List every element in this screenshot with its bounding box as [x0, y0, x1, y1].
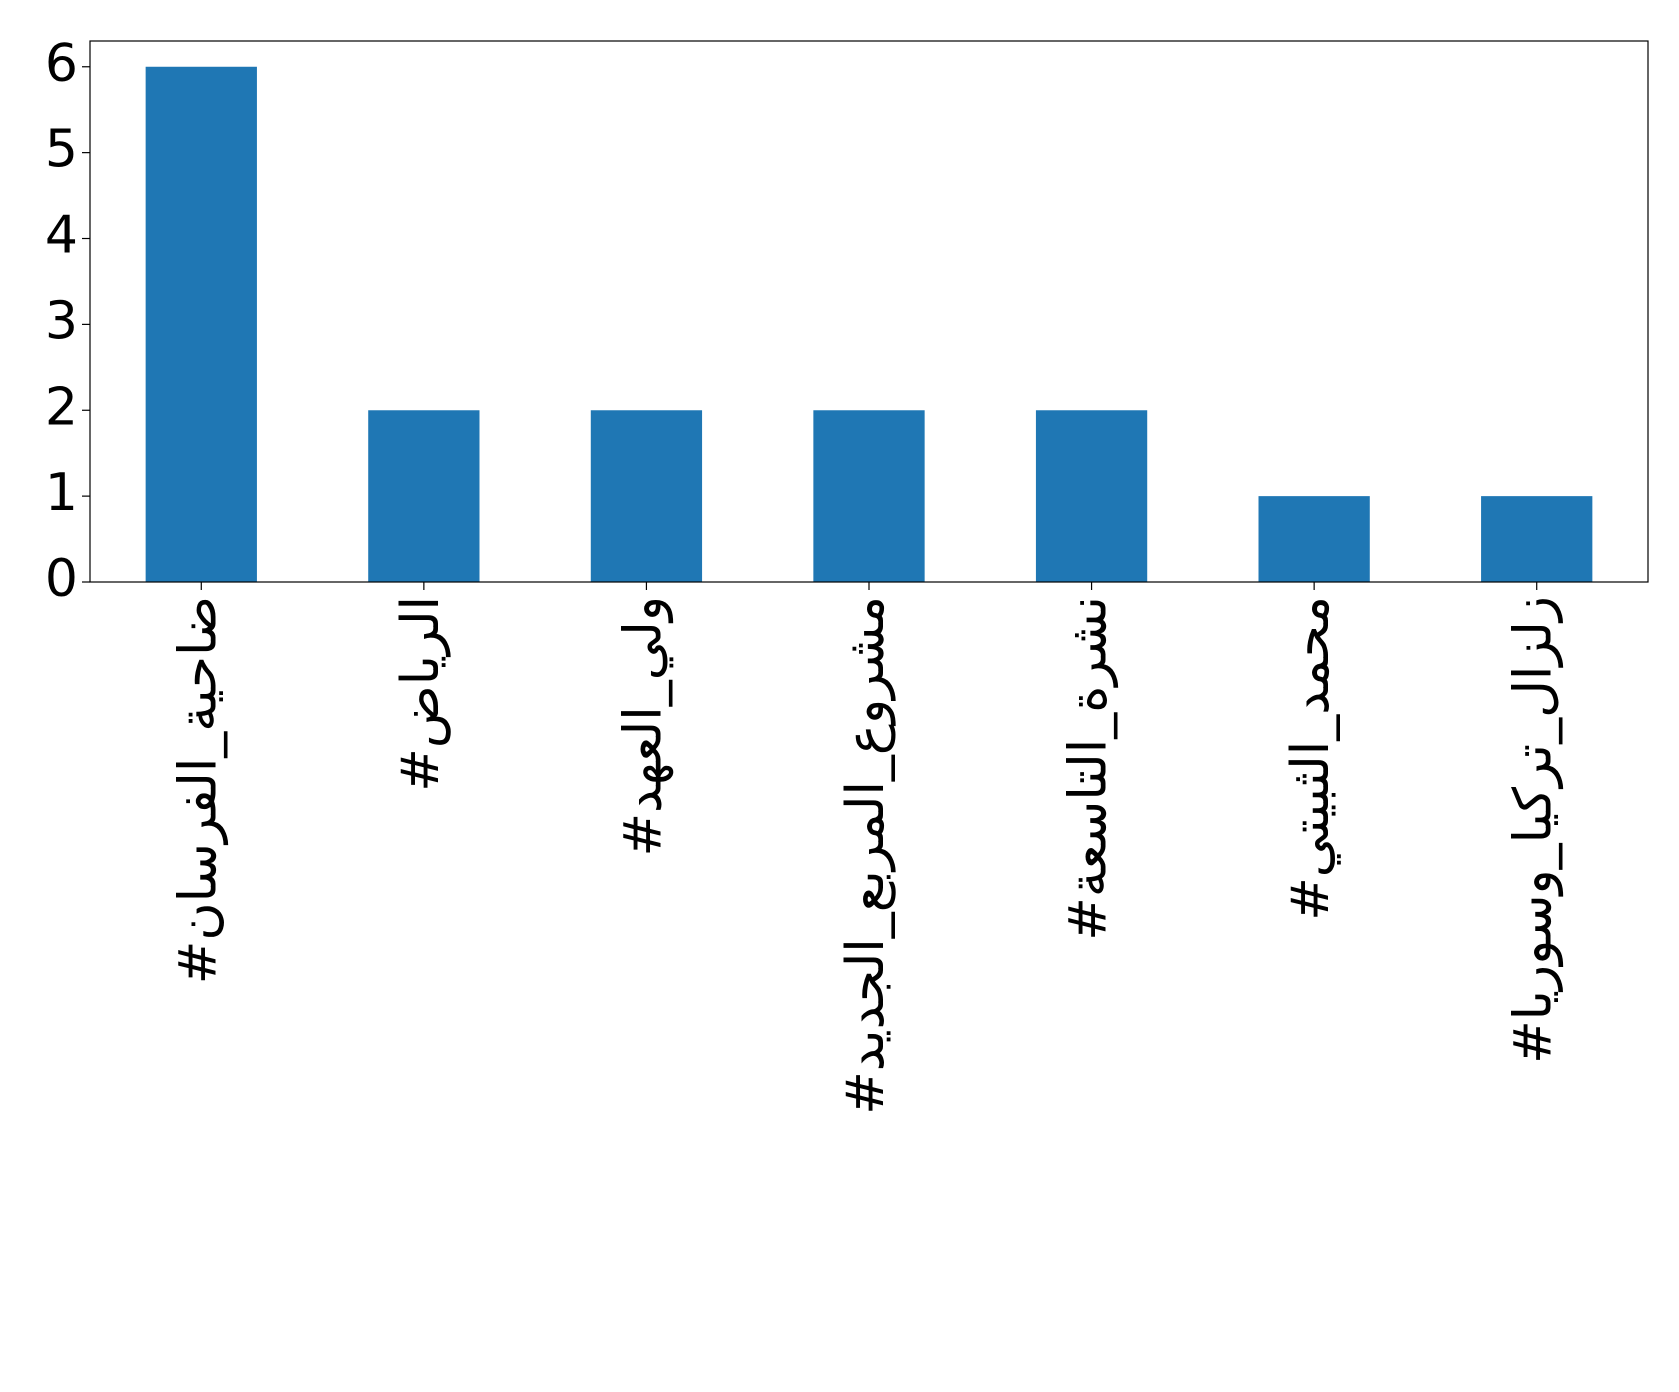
y-tick-label: 2: [45, 377, 78, 437]
y-tick-label: 0: [45, 549, 78, 609]
x-tick-label: #زلزال_تركيا_وسوريا: [1504, 596, 1564, 1064]
bar: [1481, 496, 1593, 582]
y-tick-label: 3: [45, 291, 78, 351]
x-tick-label: #محمد_الثبيتي: [1281, 596, 1341, 921]
x-tick-label: #ولي_العهد: [613, 596, 673, 857]
bar: [1258, 496, 1370, 582]
bar: [813, 410, 925, 582]
x-tick-label: #نشرة_التاسعة: [1059, 596, 1119, 941]
plot-frame: [89, 40, 1649, 583]
y-tick-label: 1: [45, 463, 78, 523]
x-tick-label: #ضاحية_الفرسان: [168, 596, 228, 984]
x-tick-label: #الرياض: [391, 596, 451, 792]
bar: [1035, 410, 1148, 582]
y-tick-label: 5: [45, 120, 78, 180]
bar: [368, 410, 480, 582]
bar: [590, 410, 703, 582]
y-tick-label: 6: [45, 34, 78, 94]
y-tick-label: 4: [45, 206, 78, 266]
bar: [145, 66, 257, 582]
x-tick-label: #مشروع_المربع_الجديد: [836, 596, 896, 1115]
